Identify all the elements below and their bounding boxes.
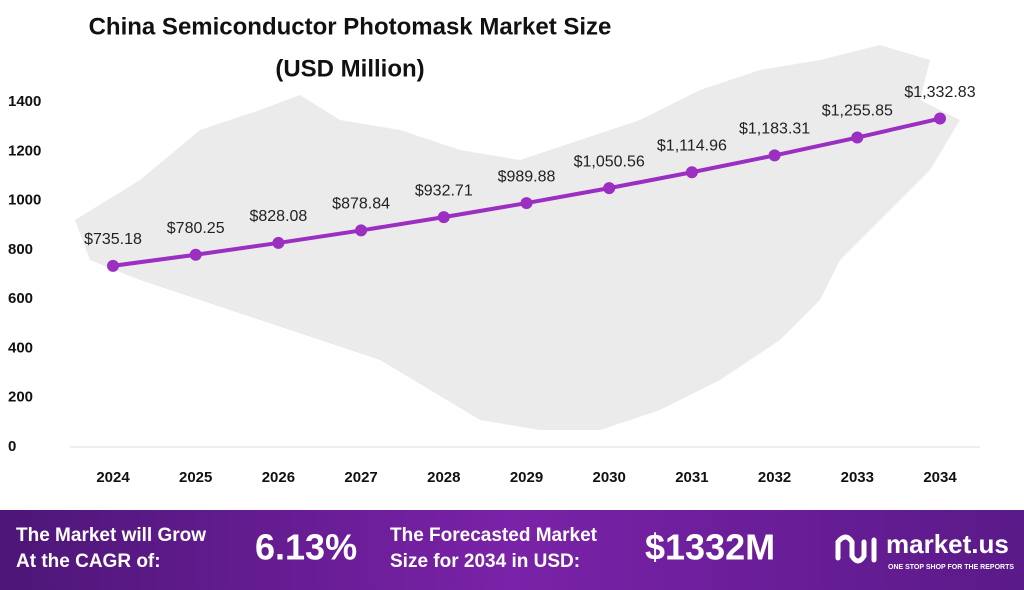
value-label: $735.18 xyxy=(84,231,142,248)
footer-band xyxy=(0,510,1024,590)
value-label: $932.71 xyxy=(415,182,473,199)
y-tick-label: 0 xyxy=(8,438,16,455)
marker xyxy=(934,112,946,125)
forecast-text: The Forecasted Market xyxy=(390,525,598,546)
y-tick-label: 200 xyxy=(8,389,33,406)
value-label: $828.08 xyxy=(249,208,307,225)
chart-title: China Semiconductor Photomask Market Siz… xyxy=(89,13,612,40)
x-tick-label: 2025 xyxy=(179,469,212,486)
forecast-text: Size for 2034 in USD: xyxy=(390,551,580,572)
marker xyxy=(189,248,202,261)
cagr-text: At the CAGR of: xyxy=(16,551,161,572)
marker xyxy=(603,182,616,195)
marker xyxy=(685,166,698,179)
forecast-value: $1332M xyxy=(645,527,775,568)
y-tick-label: 800 xyxy=(8,241,33,258)
x-tick-label: 2030 xyxy=(593,469,626,486)
value-label: $1,114.96 xyxy=(657,137,727,154)
value-label: $1,050.56 xyxy=(574,153,645,170)
x-tick-label: 2034 xyxy=(923,469,957,486)
x-tick-label: 2031 xyxy=(675,469,708,486)
marker xyxy=(107,259,119,272)
x-tick-label: 2029 xyxy=(510,469,543,486)
cagr-text: The Market will Grow xyxy=(16,525,206,546)
marker xyxy=(520,197,533,210)
brand-tagline: ONE STOP SHOP FOR THE REPORTS xyxy=(888,564,1014,571)
brand-name: market.us xyxy=(886,529,1009,559)
marker xyxy=(272,236,285,249)
y-tick-label: 1200 xyxy=(8,142,41,159)
value-label: $780.25 xyxy=(167,220,225,237)
y-tick-label: 1400 xyxy=(8,93,41,110)
x-tick-label: 2028 xyxy=(427,469,460,486)
marker xyxy=(851,131,864,144)
y-tick-label: 600 xyxy=(8,290,33,307)
value-label: $878.84 xyxy=(332,196,390,213)
value-label: $1,183.31 xyxy=(739,121,810,138)
brand-logo xyxy=(835,534,877,564)
x-tick-label: 2027 xyxy=(344,469,377,486)
y-tick-label: 1000 xyxy=(8,192,41,209)
x-tick-label: 2024 xyxy=(96,469,130,486)
x-tick-label: 2026 xyxy=(262,469,295,486)
value-label: $1,255.85 xyxy=(822,103,893,120)
marker xyxy=(355,224,368,237)
x-tick-label: 2032 xyxy=(758,469,791,486)
value-label: $989.88 xyxy=(498,168,556,185)
map-background xyxy=(75,45,960,430)
chart-subtitle: (USD Million) xyxy=(275,55,424,82)
marker xyxy=(437,211,450,224)
value-label: $1,332.83 xyxy=(904,84,975,101)
y-tick-label: 400 xyxy=(8,339,33,356)
x-tick-label: 2033 xyxy=(841,469,874,486)
marker xyxy=(768,149,781,162)
cagr-value: 6.13% xyxy=(255,527,357,568)
